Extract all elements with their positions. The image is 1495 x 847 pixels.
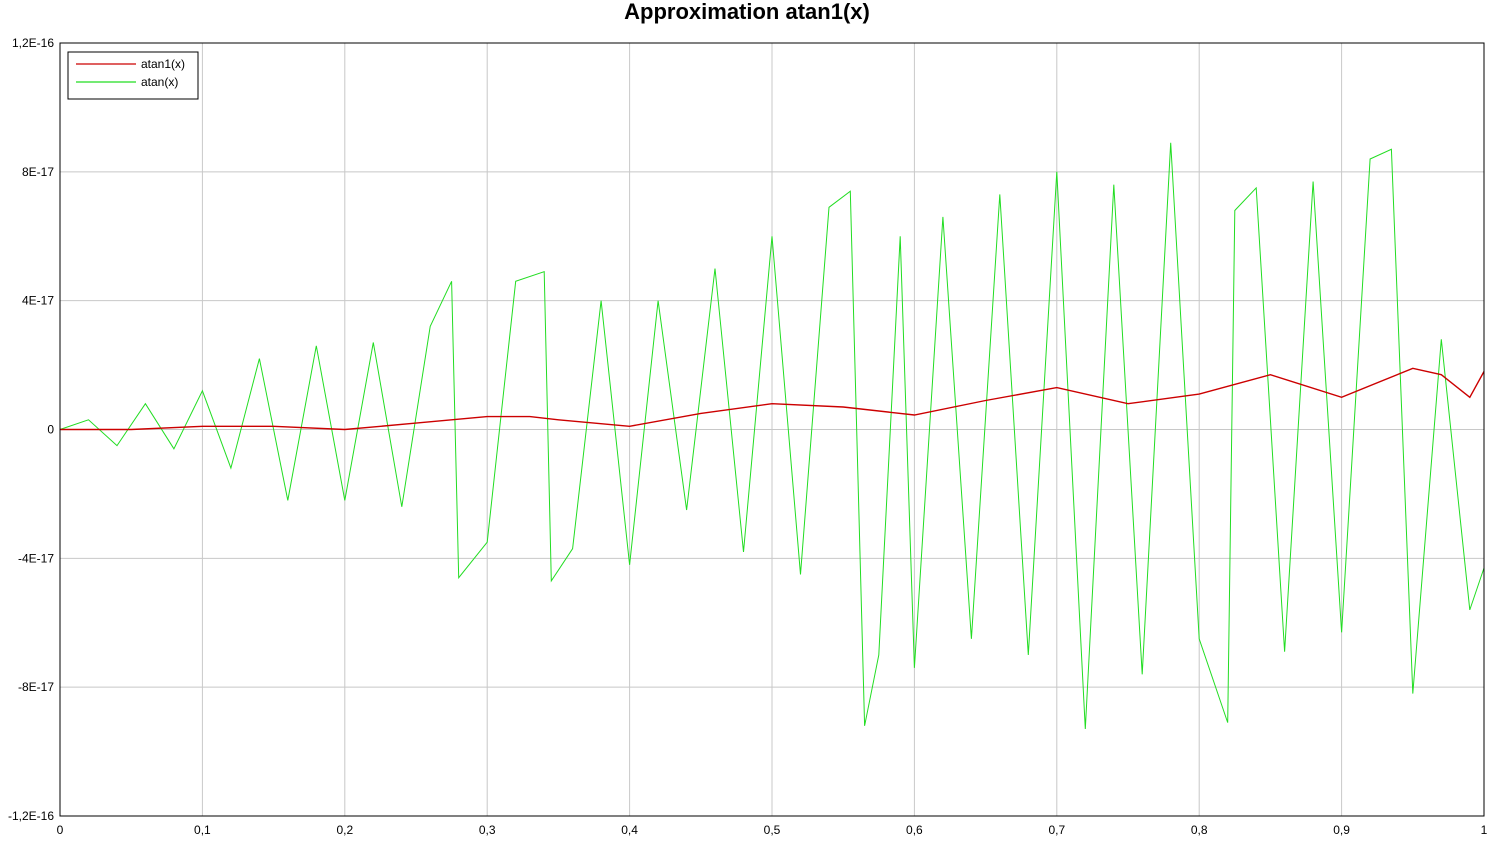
x-tick-label-1: 0,1 [194, 823, 211, 837]
y-tick-label-6: -1,2E-16 [8, 809, 54, 823]
plot-frame [59, 42, 1485, 817]
series-line-atan1-x- [60, 367, 1485, 431]
x-tick-label-6: 0,6 [906, 823, 923, 837]
x-tick-label-9: 0,9 [1333, 823, 1350, 837]
legend-box [67, 51, 199, 100]
y-tick-label-0: 1,2E-16 [12, 36, 54, 50]
x-tick-label-10: 1 [1481, 823, 1488, 837]
series-layer [59, 142, 1485, 730]
y-tick-label-3: 0 [47, 423, 54, 437]
chart-title: Approximation atan1(x) [624, 0, 870, 24]
x-tick-label-7: 0,7 [1048, 823, 1065, 837]
x-tick-label-8: 0,8 [1191, 823, 1208, 837]
y-tick-label-4: -4E-17 [18, 551, 54, 565]
y-tick-label-2: 4E-17 [22, 294, 54, 308]
legend: atan1(x) atan(x) [67, 51, 199, 100]
y-tick-label-5: -8E-17 [18, 680, 54, 694]
axis-ticks: 0 0,1 0,2 0,3 0,4 0,5 0,6 0,7 0,8 0,9 1 1,2E-16 8E-1… [8, 36, 1488, 837]
y-tick-label-1: 8E-17 [22, 165, 54, 179]
x-tick-label-4: 0,4 [621, 823, 638, 837]
x-tick-label-3: 0,3 [479, 823, 496, 837]
series-line-atan-x- [59, 142, 1485, 730]
x-tick-label-2: 0,2 [336, 823, 353, 837]
x-tick-label-0: 0 [57, 823, 64, 837]
legend-label-atan: atan(x) [141, 75, 178, 89]
x-tick-label-5: 0,5 [764, 823, 781, 837]
legend-label-atan1: atan1(x) [141, 57, 185, 71]
